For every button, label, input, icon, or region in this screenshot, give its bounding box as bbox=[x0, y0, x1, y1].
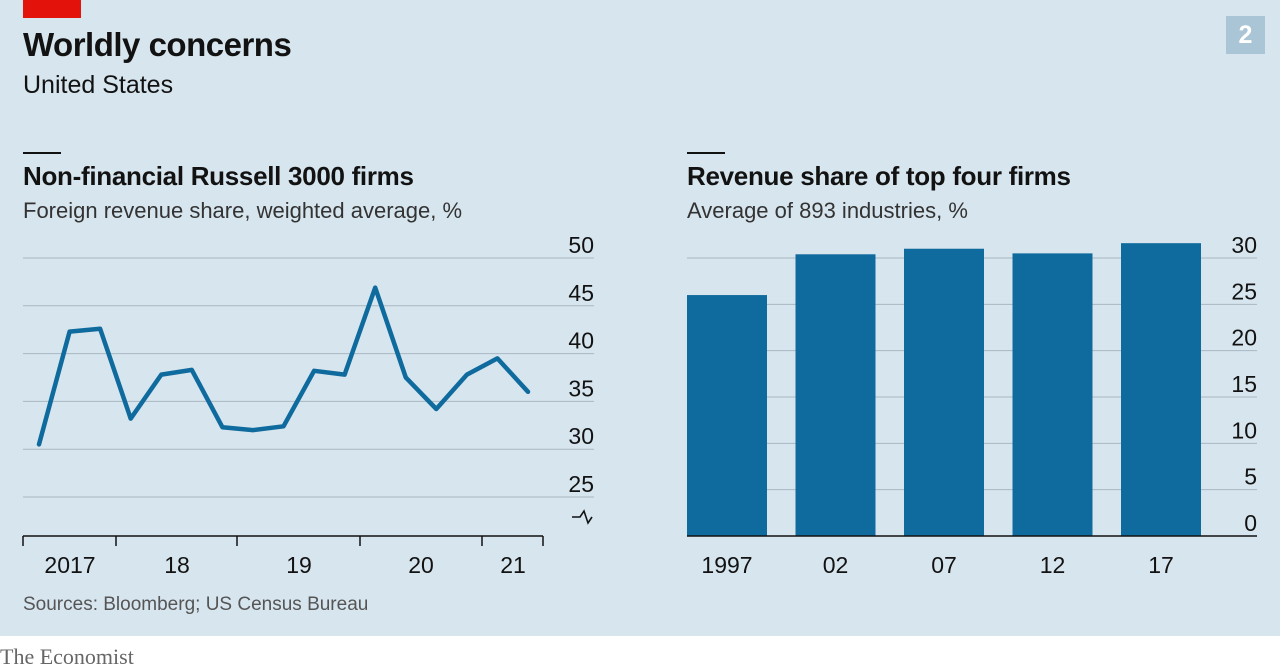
x-tick-label: 18 bbox=[164, 552, 190, 578]
y-tick-label: 25 bbox=[568, 471, 594, 497]
x-tick-label: 12 bbox=[1040, 552, 1066, 578]
right-panel-subtitle: Average of 893 industries, % bbox=[687, 198, 968, 223]
y-tick-label: 45 bbox=[568, 280, 594, 306]
right-panel-title: Revenue share of top four firms bbox=[687, 161, 1071, 191]
bar bbox=[904, 248, 984, 536]
left-panel-title: Non-financial Russell 3000 firms bbox=[23, 161, 414, 191]
left-panel-rule bbox=[23, 152, 61, 154]
left-panel-subtitle: Foreign revenue share, weighted average,… bbox=[23, 198, 463, 223]
y-tick-label: 5 bbox=[1244, 464, 1257, 490]
chart-title: Worldly concerns bbox=[23, 26, 292, 63]
source-note: Sources: Bloomberg; US Census Bureau bbox=[23, 594, 369, 615]
brand-logo: The Economist bbox=[0, 644, 134, 669]
y-tick-label: 15 bbox=[1231, 371, 1257, 397]
series-line bbox=[36, 285, 531, 447]
y-tick-label: 20 bbox=[1231, 325, 1257, 351]
y-tick-label: 50 bbox=[568, 232, 594, 258]
y-tick-label: 10 bbox=[1231, 417, 1257, 443]
x-tick-label: 2017 bbox=[44, 552, 95, 578]
y-tick-label: 0 bbox=[1244, 510, 1257, 536]
x-tick-label: 02 bbox=[823, 552, 849, 578]
bar bbox=[1121, 243, 1201, 536]
y-tick-label: 35 bbox=[568, 375, 594, 401]
y-tick-label: 30 bbox=[568, 423, 594, 449]
chart-number-badge: 2 bbox=[1226, 16, 1265, 54]
brand-red-tag bbox=[23, 0, 81, 18]
bar bbox=[687, 295, 767, 536]
chart-canvas: Worldly concerns United States 2 Non-fin… bbox=[0, 0, 1280, 636]
axis-break-icon bbox=[572, 509, 593, 525]
x-tick-label: 17 bbox=[1148, 552, 1174, 578]
x-tick-label: 20 bbox=[408, 552, 434, 578]
x-tick-label: 19 bbox=[286, 552, 312, 578]
y-tick-label: 40 bbox=[568, 328, 594, 354]
x-tick-label: 1997 bbox=[701, 552, 752, 578]
y-tick-label: 30 bbox=[1231, 232, 1257, 258]
y-tick-label: 25 bbox=[1231, 278, 1257, 304]
x-tick-label: 21 bbox=[500, 552, 526, 578]
x-tick-label: 07 bbox=[931, 552, 957, 578]
right-panel-rule bbox=[687, 152, 725, 154]
bar bbox=[795, 254, 876, 536]
bar bbox=[1012, 253, 1093, 536]
chart-subtitle: United States bbox=[23, 71, 174, 99]
